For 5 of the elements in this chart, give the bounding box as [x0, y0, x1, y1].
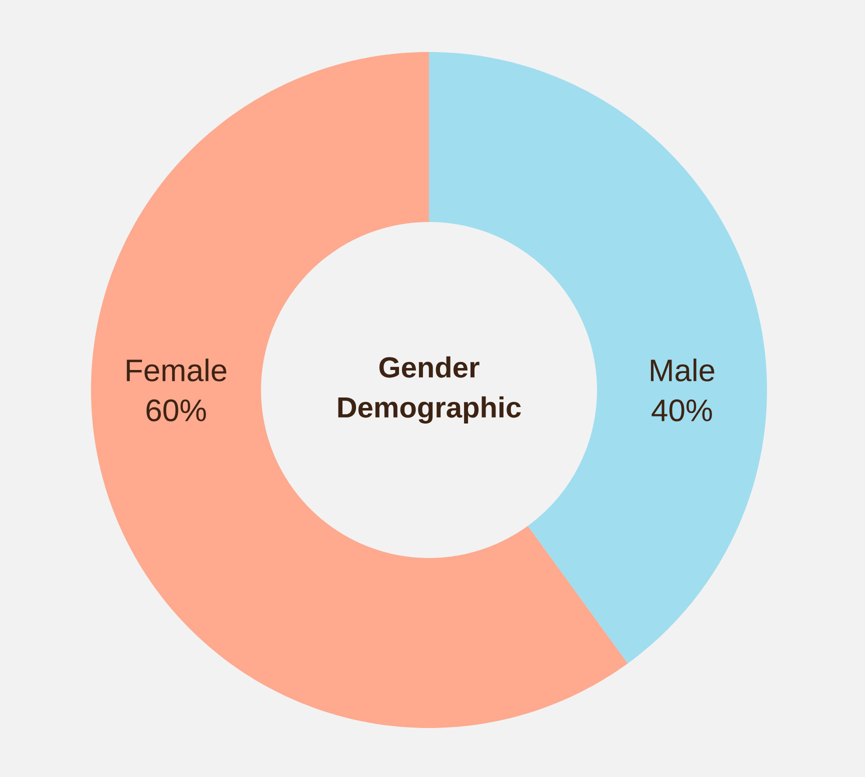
data-label: 40%: [652, 399, 712, 422]
slice-label: Female: [126, 358, 226, 382]
slice-label: Male: [650, 358, 714, 382]
data-label: 60%: [146, 399, 206, 422]
text: Gender Demographic: [338, 356, 521, 424]
